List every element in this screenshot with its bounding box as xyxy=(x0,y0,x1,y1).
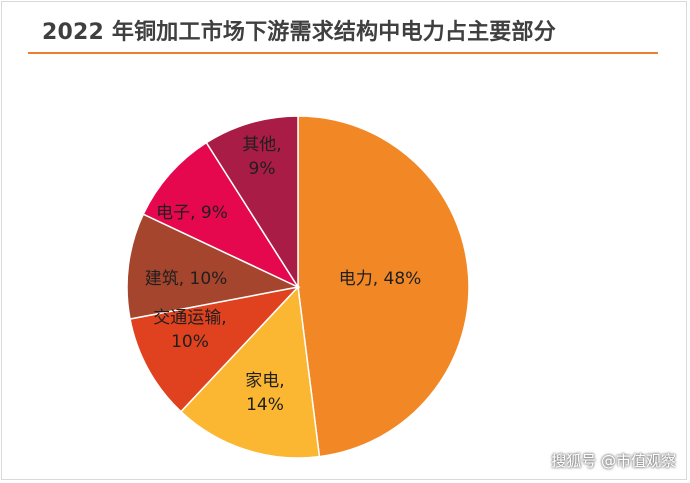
pie-slice-4 xyxy=(126,213,301,320)
slice-label-3-line-2: 10% xyxy=(171,332,209,352)
watermark: 搜狐号 @市值观察 xyxy=(551,452,676,470)
title-underline xyxy=(28,52,658,54)
slice-label-1-line-1: 电力, 48% xyxy=(339,269,422,289)
chart-title: 2022 年铜加工市场下游需求结构中电力占主要部分 xyxy=(42,20,556,45)
pie-slice-1 xyxy=(297,115,470,458)
slice-label-2-line-1: 家电, xyxy=(245,371,284,391)
pie-slice-6 xyxy=(205,115,299,290)
pie-slice-3 xyxy=(129,285,301,413)
slice-label-6-line-1: 其他, xyxy=(242,135,281,155)
slice-label-2-line-2: 14% xyxy=(246,395,284,415)
pie-slice-2 xyxy=(179,285,321,459)
pie-slice-5 xyxy=(142,141,301,289)
slice-label-5-line-1: 电子, 9% xyxy=(156,203,228,223)
slice-label-3-line-1: 交通运输, xyxy=(153,308,226,328)
slice-label-6-line-2: 9% xyxy=(249,159,276,179)
slice-label-4-line-1: 建筑, 10% xyxy=(145,269,228,289)
